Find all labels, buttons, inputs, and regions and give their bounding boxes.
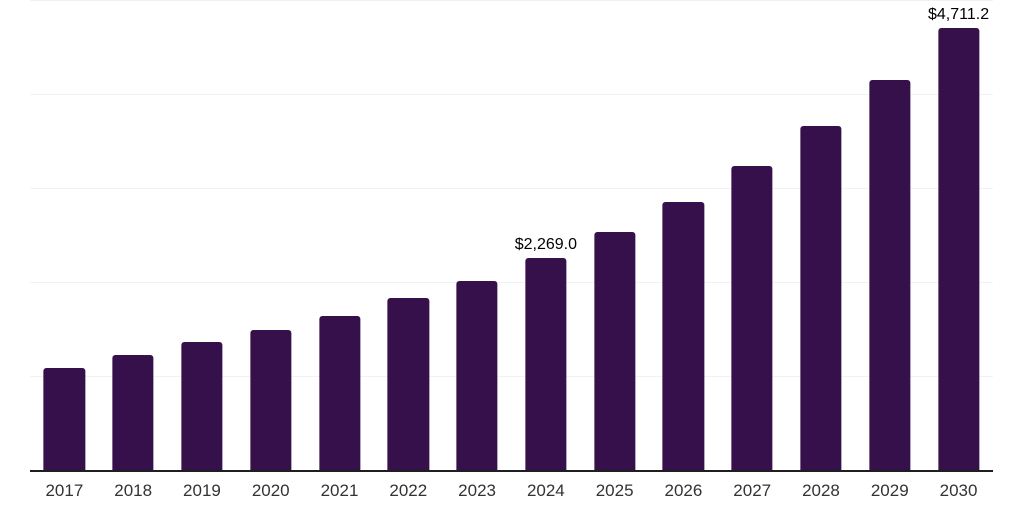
bar-group-2026 — [649, 1, 718, 471]
bar-group-2017 — [30, 1, 99, 471]
bar-2026 — [662, 202, 705, 471]
bar-value-label-2030: $4,711.2 — [928, 6, 990, 24]
bar-group-2018 — [99, 1, 168, 471]
bar-group-2030: $4,711.2 — [924, 1, 993, 471]
bar-2030 — [937, 28, 980, 471]
bar-2022 — [387, 298, 429, 471]
bar-value-label-2024: $2,269.0 — [514, 235, 577, 253]
bar-group-2024: $2,269.0 — [511, 1, 580, 471]
bar-group-2027 — [718, 1, 787, 471]
bar-2024 — [525, 257, 567, 471]
bar-2018 — [112, 354, 154, 471]
bar-2023 — [456, 280, 498, 471]
x-axis-label-2025: 2025 — [595, 481, 634, 500]
x-axis-tick-labels: 2017 2018 2019 2020 2021 2022 2023 2024 2025 2026… — [30, 481, 993, 501]
bar-group-2019 — [168, 1, 237, 471]
bar-2021 — [318, 315, 361, 471]
x-axis-label-2020: 2020 — [251, 481, 290, 500]
bar-series: $2,269.0 $4,711.2 — [30, 1, 993, 471]
gridline-3000 — [30, 188, 993, 189]
gridline-2000 — [30, 282, 993, 283]
bar-2019 — [181, 341, 223, 471]
bar-2028 — [800, 126, 842, 471]
bar-group-2021 — [305, 1, 374, 471]
bar-2020 — [250, 330, 292, 471]
x-axis-label-2029: 2029 — [870, 481, 909, 500]
bar-group-2022 — [374, 1, 443, 471]
bar-2025 — [594, 231, 636, 471]
bar-2017 — [43, 367, 86, 471]
bar-group-2028 — [787, 1, 856, 471]
x-axis-label-2021: 2021 — [320, 481, 359, 500]
plot-area: $2,269.0 $4,711.2 — [30, 0, 993, 472]
bar-2029 — [869, 80, 911, 471]
x-axis-label-2019: 2019 — [183, 481, 221, 500]
x-axis-label-2024: 2024 — [526, 481, 565, 500]
x-axis-label-2027: 2027 — [733, 481, 772, 500]
bar-group-2029 — [855, 1, 924, 471]
x-axis-label-2022: 2022 — [389, 481, 428, 500]
bar-group-2025 — [580, 1, 649, 471]
gridlines — [30, 0, 993, 471]
x-axis-label-2018: 2018 — [114, 481, 153, 500]
bar-group-2020 — [236, 1, 305, 471]
x-axis-label-2028: 2028 — [802, 481, 840, 500]
gridline-5000 — [30, 0, 993, 1]
x-axis-label-2017: 2017 — [45, 481, 84, 500]
x-axis-label-2023: 2023 — [458, 481, 496, 500]
x-axis-label-2026: 2026 — [664, 481, 703, 500]
bar-2027 — [731, 166, 773, 471]
x-axis-label-2030: 2030 — [939, 481, 978, 500]
bar-group-2023 — [443, 1, 512, 471]
gridline-1000 — [30, 376, 993, 377]
gridline-4000 — [30, 94, 993, 95]
x-axis-line — [30, 470, 993, 472]
